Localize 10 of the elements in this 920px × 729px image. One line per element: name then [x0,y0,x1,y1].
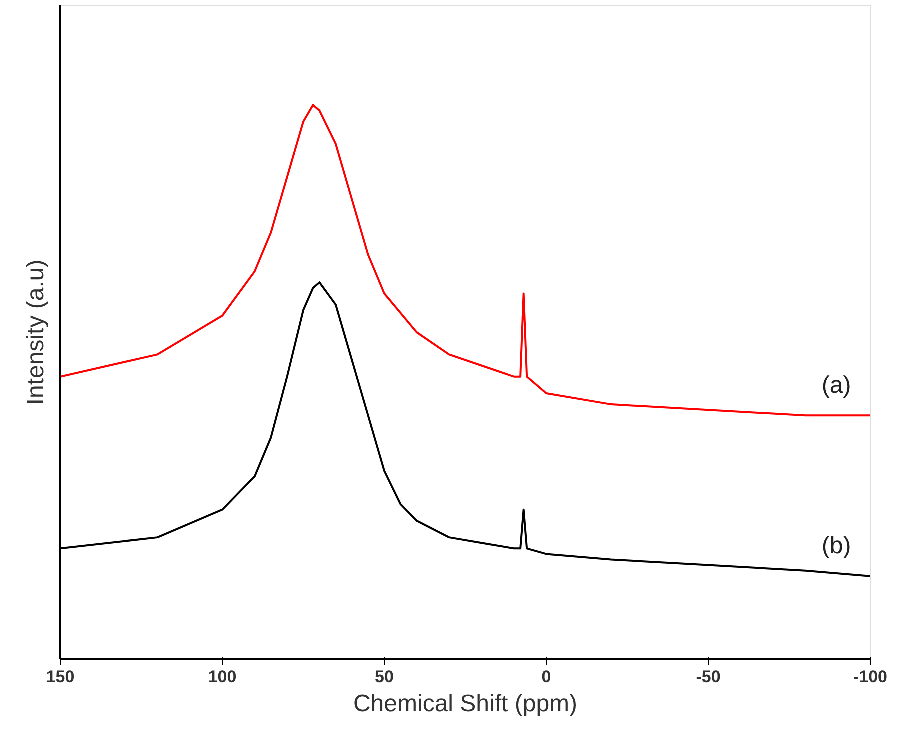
x-axis-title: Chemical Shift (ppm) [353,690,578,718]
x-tick-label: -100 [853,668,888,686]
x-tick-label: 150 [46,668,75,686]
series-label: (a) [822,372,852,400]
x-tick-label: 50 [375,668,394,686]
x-tick-label: 0 [542,668,552,686]
series-label: (b) [822,532,852,560]
x-tick-label: -50 [696,668,721,686]
x-tick-label: 100 [208,668,237,686]
y-axis-title: Intensity (a.u) [22,260,50,406]
